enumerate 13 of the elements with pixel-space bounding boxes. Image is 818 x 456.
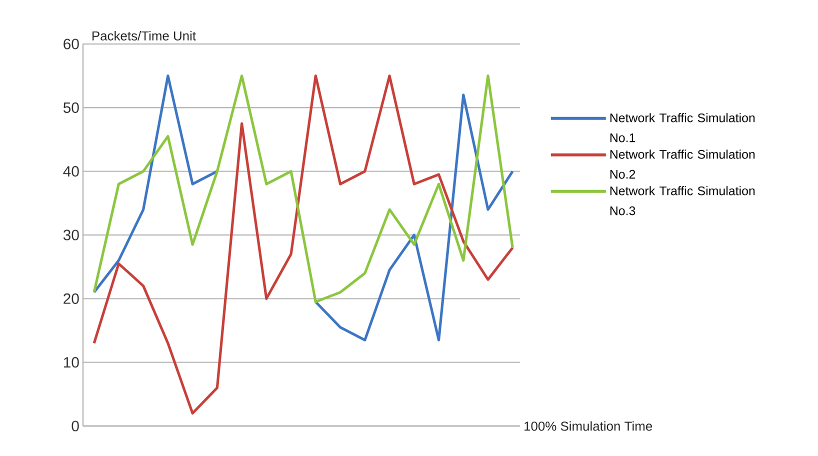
legend-label: Network Traffic Simulation No.3 xyxy=(610,186,755,216)
y-tick-label: 10 xyxy=(64,357,79,368)
y-tick-label: 20 xyxy=(64,293,79,304)
y-tick-label: 0 xyxy=(72,420,79,432)
x-axis-title: 100% Simulation Time xyxy=(524,421,652,431)
y-axis-title: Packets/Time Unit xyxy=(92,30,196,40)
line-series xyxy=(92,74,514,415)
legend-label: Network Traffic Simulation No.2 xyxy=(610,150,755,179)
y-tick-label: 30 xyxy=(63,230,79,240)
y-tick-label: 50 xyxy=(63,102,79,113)
y-tick-label: 60 xyxy=(64,38,79,50)
legend-label: Network Traffic Simulation No.1 xyxy=(610,113,755,142)
y-tick-label: 40 xyxy=(63,166,79,177)
